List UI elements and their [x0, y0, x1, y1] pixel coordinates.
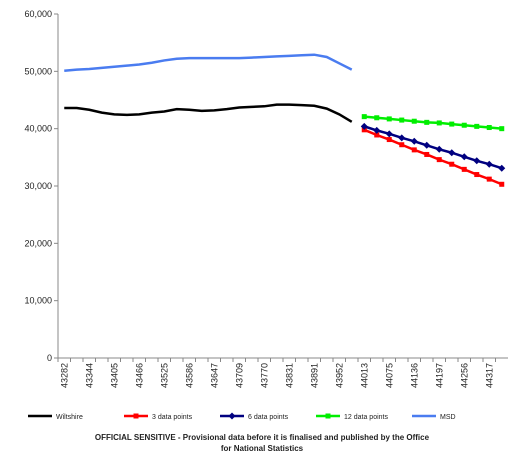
footnote: for National Statistics: [221, 444, 304, 453]
x-tick-label: 43405: [109, 363, 119, 388]
series-line: [64, 103, 353, 123]
data-point: [499, 126, 505, 132]
data-point: [411, 147, 417, 153]
series-line: [64, 53, 353, 73]
x-tick-label: 43647: [209, 363, 219, 388]
series-line: [363, 128, 503, 186]
data-point: [486, 125, 492, 131]
data-point: [411, 118, 417, 124]
data-point: [474, 123, 480, 129]
series-line: [363, 125, 503, 170]
data-point: [436, 120, 442, 126]
data-point: [448, 149, 456, 157]
data-point: [398, 134, 406, 142]
y-tick-label: 20,000: [24, 238, 52, 248]
data-point: [461, 166, 467, 172]
x-tick-label: 43586: [184, 363, 194, 388]
x-tick-label: 43770: [259, 363, 269, 388]
data-point: [410, 137, 418, 145]
x-tick-label: 44317: [484, 363, 494, 388]
legend-marker: [325, 413, 331, 419]
x-tick-label: 44075: [384, 363, 394, 388]
data-point: [386, 137, 392, 143]
legend-label: 12 data points: [344, 414, 388, 421]
x-tick-label: 43952: [334, 363, 344, 388]
data-point: [436, 157, 442, 163]
footnote: OFFICIAL SENSITIVE - Provisional data be…: [95, 433, 430, 442]
legend-marker: [133, 413, 139, 419]
data-point: [386, 116, 392, 122]
x-tick-label: 44256: [459, 363, 469, 388]
legend-marker: [228, 412, 236, 420]
y-tick-label: 0: [47, 353, 52, 363]
data-point: [435, 145, 443, 153]
y-tick-label: 40,000: [24, 124, 52, 134]
data-point: [486, 176, 492, 182]
x-tick-label: 44136: [409, 363, 419, 388]
x-tick-label: 43831: [284, 363, 294, 388]
data-point: [423, 141, 431, 149]
data-point: [424, 151, 430, 157]
data-point: [460, 153, 468, 161]
data-point: [498, 164, 506, 172]
legend-label: 3 data points: [152, 414, 193, 421]
data-point: [399, 142, 405, 148]
x-tick-label: 43344: [84, 363, 94, 388]
x-tick-label: 44197: [434, 363, 444, 388]
data-point: [473, 157, 481, 165]
y-tick-label: 50,000: [24, 66, 52, 76]
x-tick-label: 43525: [159, 363, 169, 388]
x-tick-label: 43891: [309, 363, 319, 388]
x-tick-label: 43466: [134, 363, 144, 388]
y-tick-label: 60,000: [24, 9, 52, 19]
series-line: [364, 115, 502, 130]
data-point: [360, 122, 368, 130]
data-point: [485, 160, 493, 168]
legend-label: Wiltshire: [56, 414, 83, 421]
data-point: [449, 121, 455, 127]
legend-label: 6 data points: [248, 414, 289, 421]
data-point: [461, 122, 467, 128]
data-point: [424, 119, 430, 125]
legend-label: MSD: [440, 414, 456, 421]
y-tick-label: 10,000: [24, 296, 52, 306]
data-point: [361, 114, 367, 120]
data-point: [499, 181, 505, 187]
data-point: [374, 115, 380, 121]
data-point: [449, 161, 455, 167]
data-point: [374, 132, 380, 138]
data-point: [373, 126, 381, 134]
data-point: [474, 172, 480, 178]
x-tick-label: 43282: [59, 363, 69, 388]
x-tick-label: 43709: [234, 363, 244, 388]
data-point: [399, 117, 405, 123]
data-point: [385, 130, 393, 138]
y-tick-label: 30,000: [24, 181, 52, 191]
x-tick-label: 44013: [359, 363, 369, 388]
